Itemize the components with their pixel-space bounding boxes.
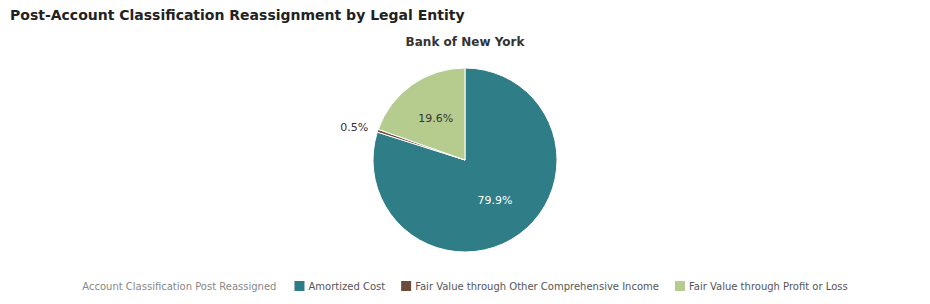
legend-swatch: [401, 281, 411, 291]
legend-swatch: [294, 281, 304, 291]
pie-slice: [378, 68, 465, 160]
subtitle: Bank of New York: [406, 35, 526, 49]
legend: Account Classification Post Reassigned Am…: [82, 281, 847, 292]
pie: 79.9% 0.5% 19.6%: [340, 68, 557, 252]
data-label: 0.5%: [340, 121, 368, 134]
legend-label: Fair Value through Other Comprehensive I…: [415, 281, 659, 292]
legend-title: Account Classification Post Reassigned: [82, 281, 276, 292]
legend-label: Amortized Cost: [308, 281, 385, 292]
chart: Post-Account Classification Reassignment…: [0, 0, 930, 304]
data-label: 19.6%: [418, 112, 453, 125]
legend-swatch: [675, 281, 685, 291]
title: Post-Account Classification Reassignment…: [10, 7, 465, 23]
data-label: 79.9%: [477, 194, 512, 207]
pie-slice: [373, 68, 557, 252]
legend-label: Fair Value through Profit or Loss: [689, 281, 848, 292]
